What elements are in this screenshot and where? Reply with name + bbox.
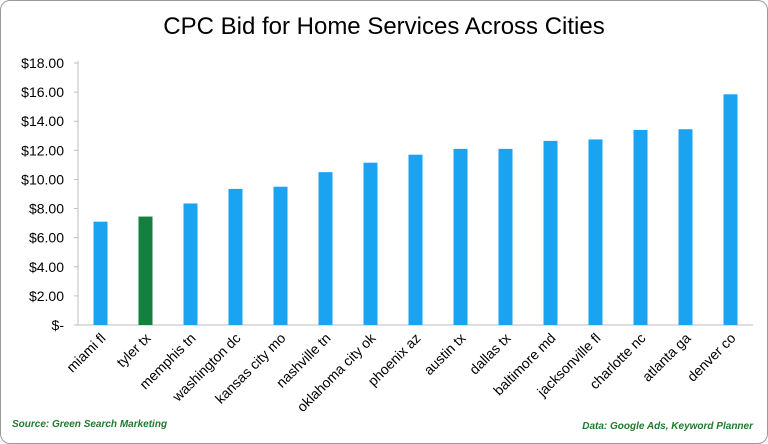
bar-miami-fl bbox=[93, 221, 108, 325]
bar-oklahoma-city-ok bbox=[363, 162, 378, 325]
bar-baltimore-md bbox=[543, 140, 558, 325]
bar-austin-tx bbox=[453, 148, 468, 325]
bar-kansas-city-mo bbox=[273, 186, 288, 325]
y-tick-label: $- bbox=[52, 317, 65, 333]
bar-denver-co bbox=[723, 94, 738, 326]
y-tick-label: $4.00 bbox=[29, 259, 64, 275]
data-note: Data: Google Ads, Keyword Planner bbox=[582, 421, 753, 432]
chart-title: CPC Bid for Home Services Across Cities bbox=[163, 13, 605, 40]
y-tick-label: $6.00 bbox=[29, 230, 64, 246]
y-tick-label: $8.00 bbox=[29, 201, 64, 217]
x-tick-label: denver co bbox=[684, 330, 739, 385]
bar-jacksonville-fl bbox=[588, 139, 603, 325]
y-tick-label: $14.00 bbox=[21, 113, 64, 129]
x-tick-label: miami fl bbox=[63, 330, 108, 375]
y-tick-label: $12.00 bbox=[21, 142, 64, 158]
x-tick-label: austin tx bbox=[420, 330, 468, 378]
y-tick-label: $10.00 bbox=[21, 171, 64, 187]
x-tick-label: oklahoma city ok bbox=[294, 329, 380, 415]
bar-tyler-tx bbox=[138, 216, 153, 325]
bar-phoenix-az bbox=[408, 154, 423, 325]
bar-nashville-tn bbox=[318, 172, 333, 325]
y-tick-label: $18.00 bbox=[21, 55, 64, 71]
x-tick-label: tyler tx bbox=[113, 330, 153, 370]
y-tick-label: $2.00 bbox=[29, 288, 64, 304]
bar-dallas-tx bbox=[498, 148, 513, 325]
bar-atlanta-ga bbox=[678, 129, 693, 325]
bar-washington-dc bbox=[228, 188, 243, 325]
y-tick-label: $16.00 bbox=[21, 84, 64, 100]
bar-charlotte-nc bbox=[633, 129, 648, 325]
bar-memphis-tn bbox=[183, 203, 198, 325]
source-note: Source: Green Search Marketing bbox=[12, 419, 168, 430]
